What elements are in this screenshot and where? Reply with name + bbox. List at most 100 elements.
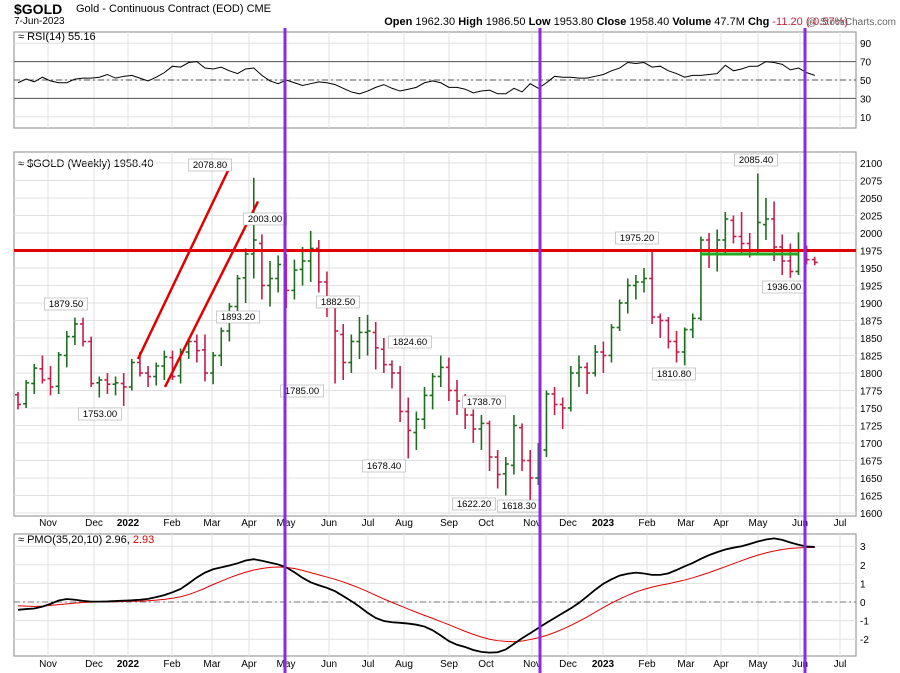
price-annotation-label: 1936.00 xyxy=(767,282,801,293)
rsi-line xyxy=(17,61,815,95)
price-annotation-box xyxy=(652,367,696,381)
price-y-tick: 1900 xyxy=(860,299,883,310)
ohlc-bar xyxy=(234,275,241,317)
ohlc-bar xyxy=(681,327,688,366)
price-annotation-label: 1785.00 xyxy=(285,386,319,397)
chg-label: Chg xyxy=(747,16,770,28)
ohlc-bar xyxy=(340,324,347,380)
x-tick-label: Jul xyxy=(834,659,847,670)
price-annotation-label: 1893.20 xyxy=(221,312,255,323)
price-annotation-box xyxy=(615,231,659,245)
rsi-y-tick: 10 xyxy=(860,113,872,124)
x-tick-label: Oct xyxy=(478,518,494,529)
volume-value: 47.7M xyxy=(714,16,745,28)
price-annotation-box xyxy=(44,297,88,311)
price-annotation-label: 1753.00 xyxy=(83,409,117,420)
ohlc-bar xyxy=(291,259,298,300)
price-annotation-box xyxy=(452,497,496,511)
price-annotation-box xyxy=(462,395,506,409)
price-annotation: 1824.60 xyxy=(388,335,432,349)
ohlc-bar xyxy=(299,247,306,286)
ohlc-bar xyxy=(112,376,119,396)
price-y-tick: 1925 xyxy=(860,282,883,293)
x-tick-label: Mar xyxy=(677,518,695,529)
price-y-tick: 1750 xyxy=(860,404,883,415)
price-annotation: 1810.80 xyxy=(652,367,696,381)
x-tick-label: Jun xyxy=(792,518,808,529)
ohlc-bar xyxy=(665,317,672,349)
ohlc-bar xyxy=(161,350,168,380)
ohlc-bar xyxy=(250,177,257,279)
volume-label: Volume xyxy=(672,16,712,28)
symbol-description: Gold - Continuous Contract (EOD) CME xyxy=(76,3,271,15)
ohlc-bar xyxy=(454,380,461,415)
ohlc-bar xyxy=(348,334,355,373)
quote-date: 7-Jun-2023 xyxy=(14,16,65,27)
ohlc-bar xyxy=(63,331,70,368)
price-annotation-label: 2078.80 xyxy=(193,160,227,171)
x-tick-label: 2022 xyxy=(117,659,140,670)
ohlc-bar xyxy=(559,397,566,429)
ohlc-bar xyxy=(31,363,38,394)
description-text: Gold - Continuous Contract (EOD) xyxy=(76,3,244,15)
ohlc-bar xyxy=(762,198,769,240)
ohlc-bar xyxy=(641,268,648,293)
price-annotation-label: 1882.50 xyxy=(321,297,355,308)
ohlc-bar xyxy=(210,352,217,385)
x-tick-label: Dec xyxy=(559,518,577,529)
stockcharts-credit: @ StockCharts.com xyxy=(806,17,896,28)
x-tick-label: Jun xyxy=(321,659,337,670)
x-tick-label: Feb xyxy=(638,659,656,670)
x-tick-label: Nov xyxy=(523,659,541,670)
chg-value: -11.20 (-0.57%) xyxy=(772,16,848,28)
price-annotation-label: 1738.70 xyxy=(467,397,501,408)
price-annotation-box xyxy=(188,158,232,172)
x-tick-label: 2022 xyxy=(117,518,140,529)
price-y-tick: 2025 xyxy=(860,212,883,223)
ohlc-bar xyxy=(543,390,550,457)
price-y-tick: 1675 xyxy=(860,457,883,468)
pmo-line xyxy=(17,537,815,654)
price-annotation: 1753.00 xyxy=(78,407,122,421)
ohlc-bar xyxy=(437,355,444,387)
ohlc-bar xyxy=(689,313,696,338)
price-annotation-label: 1975.20 xyxy=(620,233,654,244)
x-tick-label: Feb xyxy=(163,659,181,670)
x-tick-label: Oct xyxy=(478,659,494,670)
pmo-y-tick: -1 xyxy=(860,617,869,628)
ohlc-bar xyxy=(71,317,78,345)
price-annotation: 1618.30 xyxy=(497,499,541,513)
ohlc-bar xyxy=(616,299,623,331)
ohlc-bar xyxy=(510,415,517,475)
price-y-tick: 1775 xyxy=(860,387,883,398)
ohlc-bar xyxy=(600,341,607,373)
x-tick-label: Jul xyxy=(362,518,375,529)
ohlc-bar xyxy=(657,313,664,338)
ohlc-bar xyxy=(730,215,737,244)
ohlc-bar xyxy=(567,366,574,412)
pmo-y-tick: -2 xyxy=(860,635,869,646)
price-annotation: 1936.00 xyxy=(762,280,806,294)
ohlc-bar xyxy=(218,327,225,366)
ohlc-bar xyxy=(771,201,778,261)
ohlc-bar xyxy=(811,256,818,266)
x-tick-label: Aug xyxy=(395,518,413,529)
price-y-tick: 1725 xyxy=(860,422,883,433)
ohlc-bar xyxy=(405,397,412,459)
pmo-y-tick: 2 xyxy=(860,561,866,572)
ohlc-bar xyxy=(145,366,152,387)
ohlc-bar xyxy=(47,366,54,396)
price-annotation: 1893.20 xyxy=(216,310,260,324)
price-annotation-label: 2085.40 xyxy=(739,155,773,166)
low-label: Low xyxy=(528,16,551,28)
x-tick-label: Jul xyxy=(362,659,375,670)
x-tick-label: Jul xyxy=(834,518,847,529)
x-tick-label: Feb xyxy=(638,518,656,529)
price-annotation-box xyxy=(388,335,432,349)
ohlc-bar xyxy=(153,362,160,386)
ohlc-bar xyxy=(380,338,387,373)
price-annotation-box xyxy=(280,384,324,398)
price-y-tick: 1975 xyxy=(860,247,883,258)
x-tick-label: Apr xyxy=(713,659,729,670)
price-annotation: 1738.70 xyxy=(462,395,506,409)
